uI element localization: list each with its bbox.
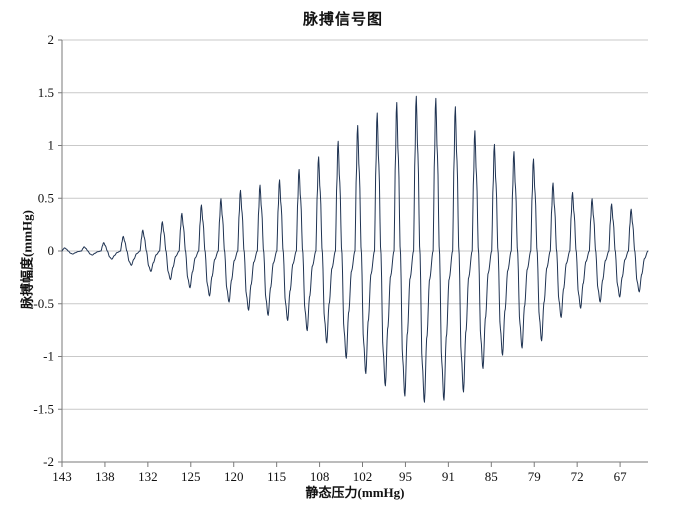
x-tick-label: 115 — [267, 469, 286, 484]
x-tick-label: 125 — [181, 469, 201, 484]
pulse-signal-line — [61, 95, 649, 403]
y-axis-title: 脉搏幅度(mmHg) — [19, 210, 35, 309]
y-tick-label: 0 — [48, 243, 55, 258]
x-axis-title: 静态压力(mmHg) — [305, 485, 405, 500]
x-tick-label: 85 — [485, 469, 498, 484]
y-tick-label: -1 — [43, 349, 54, 364]
y-tick-label: 0.5 — [38, 190, 54, 205]
x-tick-label: 67 — [614, 469, 628, 484]
x-tick-label: 108 — [310, 469, 330, 484]
chart-title: 脉搏信号图 — [302, 12, 383, 28]
x-tick-label: 143 — [52, 469, 72, 484]
x-tick-label: 120 — [224, 469, 244, 484]
y-tick-label: 1 — [48, 138, 55, 153]
x-tick-label: 95 — [399, 469, 412, 484]
x-tick-label: 132 — [138, 469, 158, 484]
y-tick-label: -0.5 — [33, 296, 54, 311]
x-tick-label: 91 — [442, 469, 455, 484]
y-tick-label: 2 — [48, 32, 55, 47]
y-tick-label: -1.5 — [33, 401, 54, 416]
x-tick-label: 138 — [95, 469, 115, 484]
x-tick-label: 102 — [353, 469, 373, 484]
y-tick-label: 1.5 — [38, 85, 54, 100]
y-tick-label: -2 — [43, 454, 54, 469]
x-tick-label: 79 — [528, 469, 541, 484]
x-tick-label: 72 — [571, 469, 584, 484]
